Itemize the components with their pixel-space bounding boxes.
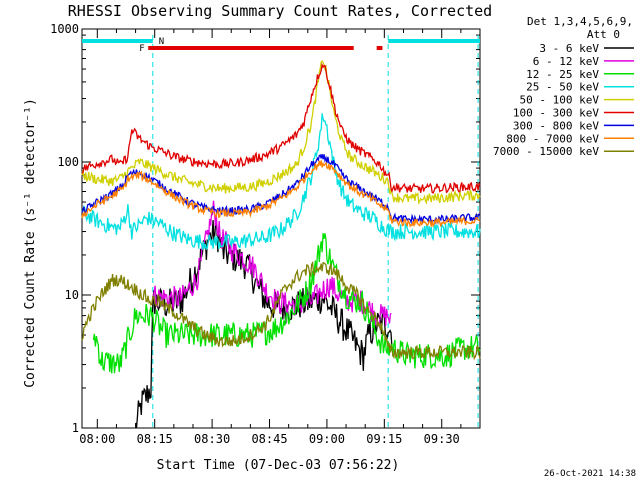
legend-entry-label: 100 - 300 keV — [513, 107, 599, 120]
series-line — [134, 218, 393, 429]
x-axis-label: Start Time (07-Dec-03 07:56:22) — [157, 458, 400, 473]
series-line — [92, 233, 481, 374]
chart-title: RHESSI Observing Summary Count Rates, Co… — [68, 2, 492, 20]
legend-entry-label: 50 - 100 keV — [520, 94, 600, 107]
series-line — [81, 62, 481, 194]
x-tick-label: 09:15 — [366, 432, 402, 446]
x-tick-label: 08:00 — [79, 432, 115, 446]
y-tick-label: 1 — [72, 421, 79, 435]
y-tick-label: 10 — [65, 288, 79, 302]
x-tick-label: 09:00 — [309, 432, 345, 446]
legend-entry-label: 6 - 12 keV — [533, 55, 600, 68]
flag-label: N — [159, 37, 164, 47]
y-axis-label: Corrected Count Rate (s⁻¹ detector⁻¹) — [23, 98, 38, 388]
legend-entry-label: 300 - 800 keV — [513, 119, 599, 132]
legend-header-line2: Att 0 — [587, 28, 620, 41]
legend-entry-label: 12 - 25 keV — [526, 68, 599, 81]
legend-entry-label: 3 - 6 keV — [539, 42, 599, 55]
plot-frame — [81, 28, 481, 429]
flag-label: F — [139, 44, 144, 54]
x-tick-label: 08:45 — [251, 432, 287, 446]
legend-entry-label: 800 - 7000 keV — [506, 132, 599, 145]
legend-entry-label: 7000 - 15000 keV — [493, 145, 599, 158]
legend-header-line1: Det 1,3,4,5,6,9, — [527, 15, 633, 28]
series-line — [81, 59, 481, 205]
x-tick-label: 09:30 — [424, 432, 460, 446]
series-line — [81, 160, 481, 228]
y-tick-label: 1000 — [50, 22, 79, 36]
x-tick-label: 08:30 — [194, 432, 230, 446]
y-tick-label: 100 — [57, 155, 79, 169]
plot-area: 1 10 100 1000 08:00 08:15 08:30 08:45 09:00 09:15… — [50, 22, 481, 446]
series-line — [81, 113, 481, 251]
legend-entry-label: 25 - 50 keV — [526, 81, 599, 94]
series-line — [81, 260, 481, 361]
series-line — [152, 200, 392, 328]
x-tick-label: 08:15 — [137, 432, 173, 446]
generation-date: 26-Oct-2021 14:38 — [544, 469, 636, 479]
